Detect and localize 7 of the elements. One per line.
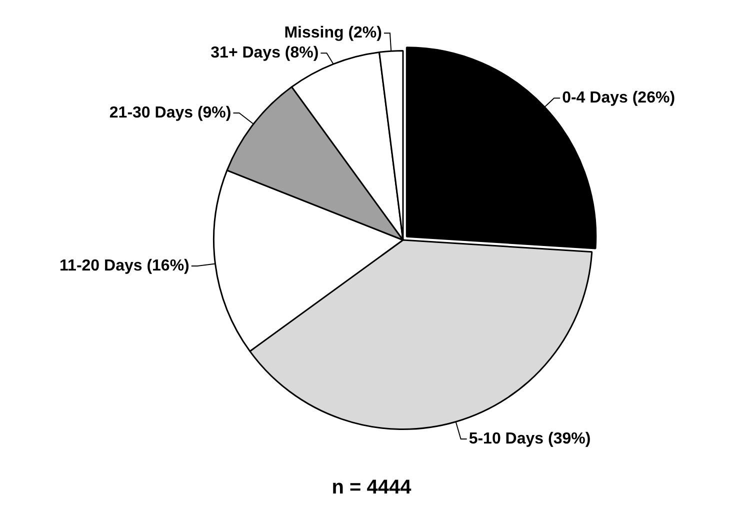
slice-label: Missing (2%) [284,24,382,42]
text: n = 4444 [332,476,412,499]
slice-label: 31+ Days (8%) [210,44,319,62]
slice-label: 11-20 Days (16%) [60,257,190,274]
slice-label: 21-30 Days (9%) [109,104,232,122]
slice-label: 0-4 Days (26%) [562,90,676,107]
slice-label: 5-10 Days (39%) [468,430,591,448]
